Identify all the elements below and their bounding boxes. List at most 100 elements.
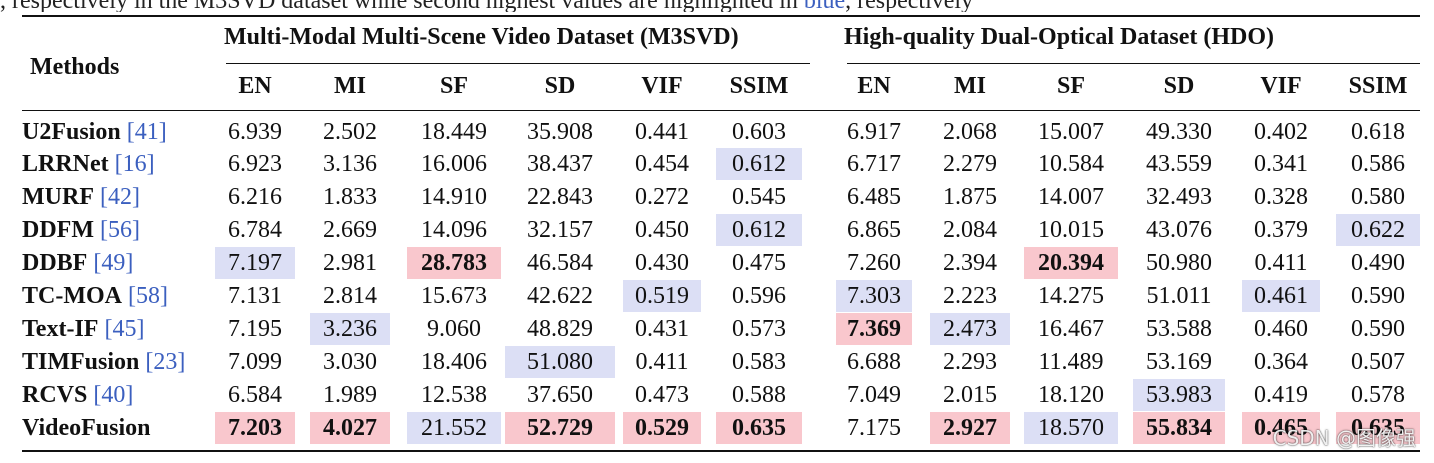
- group-header-hdo: High-quality Dual-Optical Dataset (HDO): [844, 24, 1274, 50]
- metric-header: VIF: [641, 73, 683, 99]
- metric-header: MI: [954, 73, 986, 99]
- table-cell: 6.917: [847, 119, 901, 145]
- table-cell: 0.573: [732, 316, 786, 342]
- table-cell: 11.489: [1038, 349, 1104, 375]
- table-cell: 0.590: [1351, 283, 1405, 309]
- table-cell: 7.131: [228, 283, 282, 309]
- citation-link[interactable]: [16]: [114, 151, 155, 177]
- table-cell: 53.983: [1133, 379, 1225, 411]
- group-rule-hdo: [847, 63, 1420, 65]
- table-cell: 3.136: [323, 151, 377, 177]
- table-cell: 0.612: [716, 214, 802, 246]
- table-cell: 0.272: [635, 184, 689, 210]
- table-cell: 10.015: [1038, 217, 1104, 243]
- table-cell: 32.493: [1146, 184, 1212, 210]
- table-cell: 1.989: [323, 382, 377, 408]
- table-cell: 0.441: [635, 119, 689, 145]
- table-cell: 28.783: [407, 247, 501, 279]
- table-cell: 0.461: [1242, 280, 1320, 312]
- method-label: VideoFusion: [22, 415, 151, 441]
- caption-fragment: , respectively in the M3SVD dataset whil…: [0, 0, 1434, 12]
- table-cell: 0.622: [1336, 214, 1420, 246]
- table-cell: 18.406: [421, 349, 487, 375]
- table-cell: 7.099: [228, 349, 282, 375]
- table-cell: 4.027: [310, 412, 390, 444]
- citation-link[interactable]: [45]: [104, 316, 145, 342]
- metric-header: VIF: [1260, 73, 1302, 99]
- table-cell: 3.236: [310, 313, 390, 345]
- method-label: LRRNet: [22, 151, 109, 177]
- table-cell: 6.865: [847, 217, 901, 243]
- table-cell: 2.502: [323, 119, 377, 145]
- table-cell: 0.583: [732, 349, 786, 375]
- table-cell: 32.157: [527, 217, 593, 243]
- table-cell: 21.552: [407, 412, 501, 444]
- table-cell: 2.814: [323, 283, 377, 309]
- table-cell: 22.843: [527, 184, 593, 210]
- table-cell: 37.650: [527, 382, 593, 408]
- table-cell: 0.402: [1254, 119, 1308, 145]
- method-name: Text-IF [45]: [22, 313, 144, 345]
- table-cell: 2.293: [943, 349, 997, 375]
- table-cell: 53.588: [1146, 316, 1212, 342]
- metric-header: EN: [857, 73, 891, 99]
- table-cell: 51.011: [1146, 283, 1212, 309]
- table-cell: 6.485: [847, 184, 901, 210]
- table-cell: 52.729: [505, 412, 615, 444]
- table-cell: 0.618: [1351, 119, 1405, 145]
- table-cell: 0.578: [1351, 382, 1405, 408]
- citation-link[interactable]: [42]: [99, 184, 140, 210]
- table-cell: 14.275: [1038, 283, 1104, 309]
- group-header-m3svd: Multi-Modal Multi-Scene Video Dataset (M…: [224, 24, 739, 50]
- table-cell: 3.030: [323, 349, 377, 375]
- table-cell: 6.939: [228, 119, 282, 145]
- citation-link[interactable]: [40]: [93, 382, 134, 408]
- method-label: Text-IF: [22, 316, 99, 342]
- method-label: TC-MOA: [22, 283, 122, 309]
- method-name: LRRNet [16]: [22, 148, 155, 180]
- citation-link[interactable]: [41]: [126, 119, 167, 145]
- citation-link[interactable]: [58]: [127, 283, 168, 309]
- caption-link[interactable]: blue: [804, 0, 845, 12]
- citation-link[interactable]: [23]: [145, 349, 186, 375]
- caption-after: , respectively: [845, 0, 973, 12]
- group-rule-m3svd: [226, 63, 810, 65]
- table-cell: 48.829: [527, 316, 593, 342]
- table-cell: 7.049: [847, 382, 901, 408]
- table-cell: 0.431: [635, 316, 689, 342]
- table-cell: 7.260: [847, 250, 901, 276]
- table-cell: 38.437: [527, 151, 593, 177]
- table-cell: 18.120: [1038, 382, 1104, 408]
- table-cell: 6.784: [228, 217, 282, 243]
- table-cell: 0.411: [1254, 250, 1308, 276]
- table-cell: 6.923: [228, 151, 282, 177]
- method-name: MURF [42]: [22, 181, 140, 213]
- citation-link[interactable]: [56]: [99, 217, 140, 243]
- table-cell: 0.475: [732, 250, 786, 276]
- table-cell: 0.450: [635, 217, 689, 243]
- table-cell: 0.341: [1254, 151, 1308, 177]
- table-cell: 0.430: [635, 250, 689, 276]
- table-cell: 14.096: [421, 217, 487, 243]
- table-row: DDFM [56] 6.784 2.669 14.096 32.157 0.450 0.61…: [0, 214, 1434, 246]
- table-cell: 9.060: [427, 316, 481, 342]
- table-cell: 0.364: [1254, 349, 1308, 375]
- table-cell: 0.328: [1254, 184, 1308, 210]
- metric-header: SSIM: [1348, 73, 1408, 99]
- table-row: TC-MOA [58] 7.131 2.814 15.673 42.622 0.519 0.…: [0, 280, 1434, 312]
- citation-link[interactable]: [49]: [93, 250, 134, 276]
- table-cell: 7.195: [228, 316, 282, 342]
- table-cell: 0.635: [716, 412, 802, 444]
- method-label: U2Fusion: [22, 119, 121, 145]
- table-cell: 0.411: [635, 349, 689, 375]
- method-label: DDBF: [22, 250, 88, 276]
- table-cell: 18.449: [421, 119, 487, 145]
- table-cell: 0.529: [623, 412, 701, 444]
- methods-header: Methods: [30, 54, 120, 80]
- table-cell: 20.394: [1024, 247, 1118, 279]
- metric-header: SSIM: [729, 73, 789, 99]
- table-cell: 6.688: [847, 349, 901, 375]
- table-cell: 51.080: [505, 346, 615, 378]
- table-cell: 6.584: [228, 382, 282, 408]
- table-cell: 2.084: [943, 217, 997, 243]
